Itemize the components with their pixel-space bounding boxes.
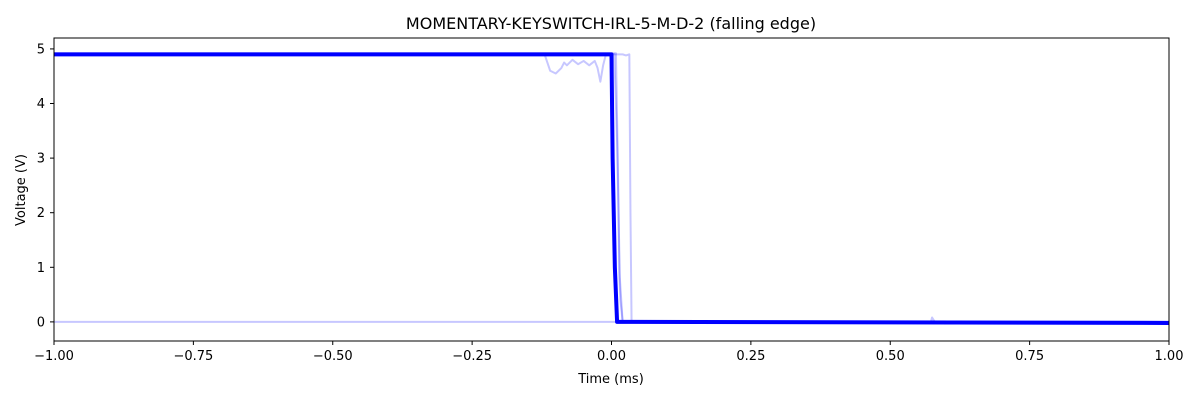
series-line-3 — [54, 52, 1169, 323]
ticks-layer: −1.00 −0.75 −0.50 −0.25 0.00 0.25 0.50 0.75 1.00… — [34, 42, 1183, 364]
x-tick-label: 0.75 — [1015, 349, 1044, 364]
series-line-1 — [54, 53, 1169, 323]
y-tick-label: 4 — [37, 97, 45, 112]
x-tick-label: 0.50 — [876, 349, 905, 364]
x-axis-label: Time (ms) — [577, 372, 644, 387]
series-line-2 — [54, 53, 1169, 323]
x-tick-label: −0.50 — [313, 349, 353, 364]
y-tick-label: 5 — [37, 42, 45, 57]
x-tick-label: −0.75 — [173, 349, 213, 364]
y-tick-label: 0 — [37, 315, 45, 330]
y-tick-label: 3 — [37, 152, 45, 167]
x-tick-label: −1.00 — [34, 349, 74, 364]
y-tick-label: 1 — [37, 261, 45, 276]
y-axis-label: Voltage (V) — [14, 154, 29, 226]
x-tick-label: 1.00 — [1155, 349, 1184, 364]
series-line-4 — [54, 316, 1169, 323]
chart-title: MOMENTARY-KEYSWITCH-IRL-5-M-D-2 (falling… — [406, 14, 816, 33]
y-tick-label: 2 — [37, 206, 45, 221]
series-layer — [54, 52, 1170, 325]
x-tick-label: 0.25 — [736, 349, 765, 364]
x-tick-label: −0.25 — [452, 349, 492, 364]
series-line-0 — [54, 52, 1170, 325]
plot-frame — [53, 37, 1170, 342]
x-tick-label: 0.00 — [597, 349, 626, 364]
